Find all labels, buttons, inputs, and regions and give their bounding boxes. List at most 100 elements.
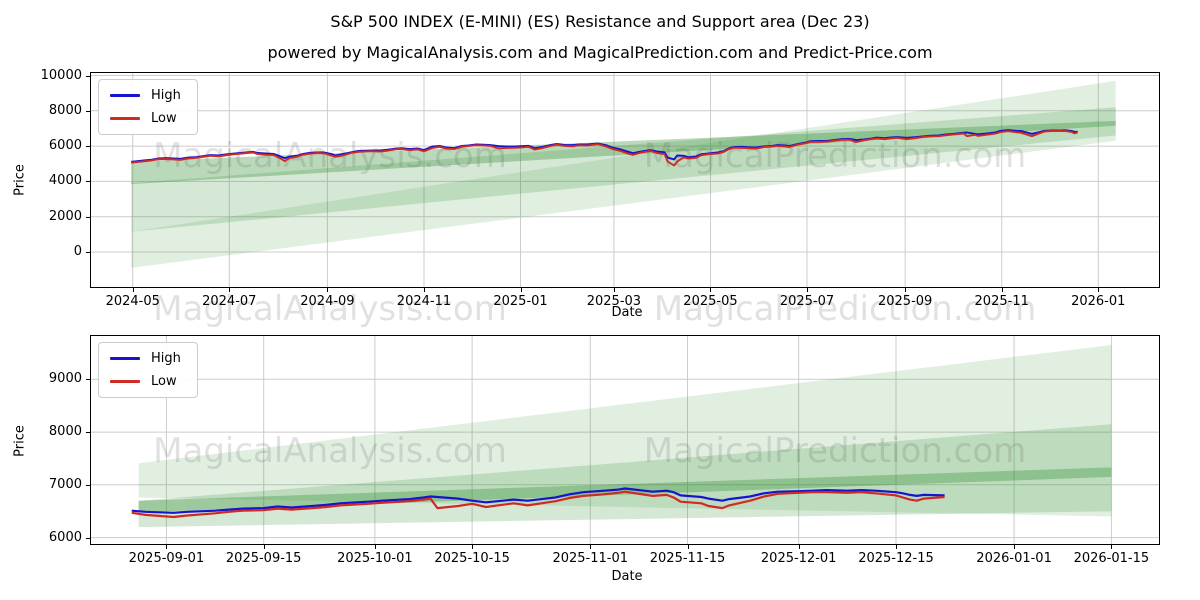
tick-mark xyxy=(798,545,800,549)
tick-mark xyxy=(520,288,522,292)
figure-subtitle: powered by MagicalAnalysis.com and Magic… xyxy=(267,43,933,62)
bottom-chart-y-axis-label: Price xyxy=(12,425,28,457)
tick-mark xyxy=(895,545,897,549)
gridlines xyxy=(90,335,1160,545)
top-chart-plot-area: MagicalAnalysis.com MagicalPrediction.com xyxy=(90,72,1160,288)
y-tick-label: 10000 xyxy=(40,67,82,83)
y-tick-label: 8000 xyxy=(48,424,82,440)
x-tick-label: 2026-01-01 xyxy=(976,551,1052,566)
tick-mark xyxy=(1098,288,1100,292)
legend-item-high: High xyxy=(110,351,181,366)
y-tick-label: 9000 xyxy=(48,371,82,387)
high-line xyxy=(131,487,945,514)
x-tick-label: 2025-11-15 xyxy=(649,551,726,566)
x-tick-label: 2024-11 xyxy=(396,294,452,309)
tick-mark xyxy=(229,288,231,292)
support-resistance-bands xyxy=(138,345,1112,528)
high-line-swatch xyxy=(110,357,140,360)
tick-mark xyxy=(423,288,425,292)
y-tick-label: 8000 xyxy=(48,102,82,118)
tick-mark xyxy=(710,288,712,292)
x-tick-label: 2026-01 xyxy=(1071,294,1126,309)
tick-mark xyxy=(472,545,474,549)
tick-mark xyxy=(86,252,90,253)
tick-mark xyxy=(86,146,90,148)
x-tick-label: 2025-12-01 xyxy=(760,551,837,566)
x-tick-label: 2025-11 xyxy=(974,294,1029,309)
tick-mark xyxy=(687,545,689,549)
y-tick-label: 2000 xyxy=(48,208,82,224)
tick-mark xyxy=(86,484,90,486)
bottom-chart-legend: High Low xyxy=(98,342,198,398)
resistance-cone xyxy=(138,345,1112,517)
low-line xyxy=(131,129,1078,167)
figure-title: S&P 500 INDEX (E-MINI) (ES) Resistance a… xyxy=(330,12,870,31)
tick-mark xyxy=(327,288,329,292)
tick-mark xyxy=(166,545,168,549)
high-line-swatch xyxy=(110,94,140,97)
tick-mark xyxy=(590,545,592,549)
x-tick-label: 2025-07 xyxy=(779,294,835,309)
bottom-chart: MagicalAnalysis.com MagicalPrediction.com xyxy=(90,335,1160,549)
low-line-swatch xyxy=(110,117,140,120)
x-tick-label: 2025-01 xyxy=(493,294,548,309)
low-line-swatch xyxy=(110,380,140,383)
tick-mark xyxy=(86,216,90,218)
x-tick-label: 2024-07 xyxy=(202,294,257,309)
bottom-chart-x-axis-label: Date xyxy=(611,569,643,584)
watermark-magicalprediction: MagicalPrediction.com xyxy=(644,136,1027,176)
x-tick-label: 2026-01-15 xyxy=(1073,551,1150,566)
watermark-magicalanalysis: MagicalAnalysis.com xyxy=(153,289,507,329)
legend-label-high: High xyxy=(151,88,181,103)
gridlines xyxy=(90,72,1160,288)
x-tick-label: 2025-10-15 xyxy=(434,551,510,566)
legend-label-low: Low xyxy=(151,111,177,126)
tick-mark xyxy=(86,181,90,183)
y-tick-label: 6000 xyxy=(48,529,82,545)
watermark-magicalprediction: MagicalPrediction.com xyxy=(644,431,1027,471)
low-line xyxy=(131,490,945,519)
top-chart-legend: High Low xyxy=(98,79,198,135)
tick-mark xyxy=(86,537,90,539)
y-tick-label: 7000 xyxy=(48,476,82,492)
tick-mark xyxy=(905,288,907,292)
legend-item-low: Low xyxy=(110,111,181,126)
tick-mark xyxy=(132,288,134,292)
tick-mark xyxy=(86,379,90,381)
tick-mark xyxy=(86,75,90,77)
tick-mark xyxy=(86,110,90,112)
top-chart-x-axis-label: Date xyxy=(611,305,643,320)
tick-mark xyxy=(1111,545,1113,549)
top-chart-y-axis-label: Price xyxy=(12,164,28,196)
tick-mark xyxy=(807,288,809,292)
x-tick-label: 2025-05 xyxy=(683,294,738,309)
y-tick-label: 4000 xyxy=(48,173,82,189)
legend-item-high: High xyxy=(110,88,181,103)
x-tick-label: 2025-12-15 xyxy=(858,551,934,566)
y-tick-label: 0 xyxy=(73,244,82,259)
legend-label-high: High xyxy=(151,351,181,366)
outer-support-resistance-area xyxy=(131,80,1116,268)
tick-mark xyxy=(1014,545,1016,549)
tick-mark xyxy=(374,545,376,549)
x-tick-label: 2025-10-01 xyxy=(337,551,413,566)
x-tick-label: 2025-03 xyxy=(586,294,642,309)
x-tick-label: 2025-09-15 xyxy=(225,551,302,566)
x-tick-label: 2025-09 xyxy=(877,294,933,309)
top-chart: MagicalAnalysis.com MagicalPrediction.com xyxy=(90,72,1160,292)
watermark-magicalprediction: MagicalPrediction.com xyxy=(653,289,1037,329)
tick-mark xyxy=(86,432,90,434)
legend-label-low: Low xyxy=(151,374,177,389)
legend-item-low: Low xyxy=(110,374,181,389)
tick-mark xyxy=(263,545,265,549)
tick-mark xyxy=(613,288,615,292)
tick-mark xyxy=(1001,288,1003,292)
y-tick-label: 6000 xyxy=(48,138,82,154)
watermark-magicalanalysis: MagicalAnalysis.com xyxy=(153,431,507,471)
x-tick-label: 2024-09 xyxy=(300,294,355,309)
x-tick-label: 2024-05 xyxy=(105,294,160,309)
x-tick-label: 2025-11-01 xyxy=(552,551,629,566)
bottom-chart-plot-area: MagicalAnalysis.com MagicalPrediction.com xyxy=(90,335,1160,545)
x-tick-label: 2025-09-01 xyxy=(128,551,205,566)
